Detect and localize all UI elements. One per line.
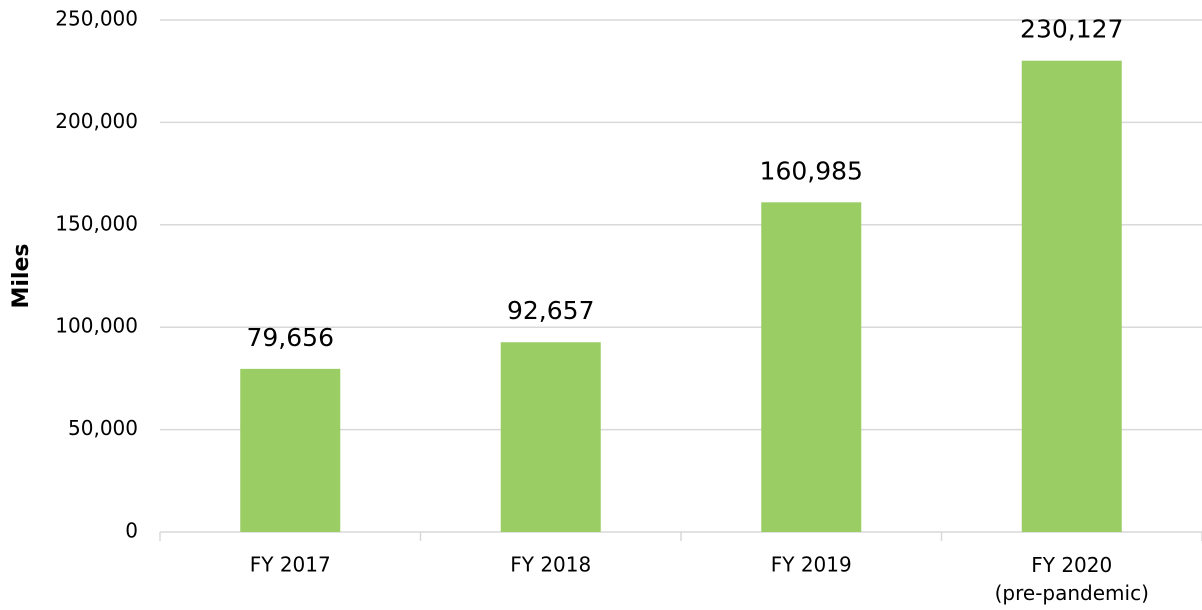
x-tick-label: FY 2018: [510, 553, 591, 577]
value-label: 79,656: [247, 323, 334, 352]
y-tick-label: 200,000: [55, 109, 138, 133]
x-tick-line: FY 2020: [1031, 553, 1112, 577]
y-axis-label: Miles: [9, 244, 34, 309]
bar: [761, 202, 862, 532]
x-tick-label: FY 2019: [771, 553, 852, 577]
y-tick-label: 50,000: [68, 416, 138, 440]
value-label: 230,127: [1020, 15, 1123, 44]
x-tick-label: FY 2017: [250, 553, 331, 577]
value-label: 160,985: [760, 156, 863, 185]
bar: [1021, 60, 1122, 533]
bar: [240, 368, 341, 532]
bar: [500, 342, 601, 532]
y-tick-label: 250,000: [55, 7, 138, 31]
value-label: 92,657: [507, 296, 594, 325]
x-tick-line: (pre-pandemic): [995, 581, 1149, 605]
y-tick-label: 100,000: [55, 314, 138, 338]
y-tick-label: 0: [125, 519, 138, 543]
x-tick-label: FY 2020 (pre-pandemic): [995, 553, 1149, 605]
y-tick-label: 150,000: [55, 211, 138, 235]
